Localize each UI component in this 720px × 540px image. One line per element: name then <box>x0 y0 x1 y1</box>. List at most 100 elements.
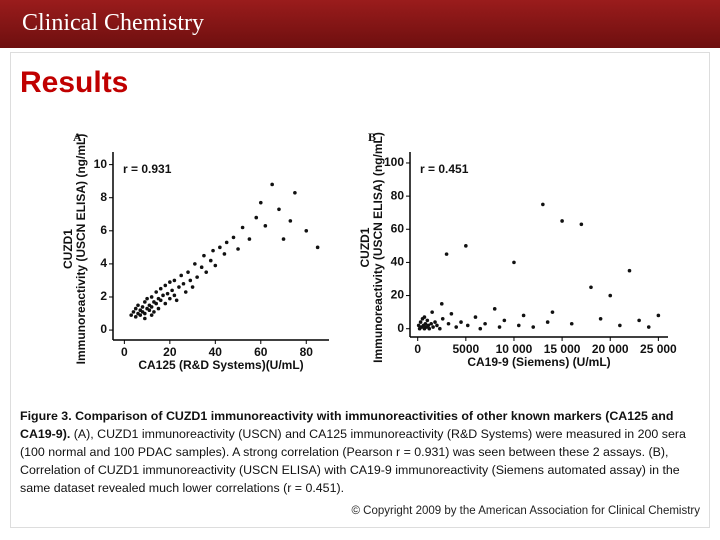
point <box>190 285 195 289</box>
point <box>165 291 170 296</box>
point <box>277 207 281 212</box>
y-tick-label: 0 <box>100 322 107 336</box>
point <box>446 321 451 326</box>
point <box>637 318 641 323</box>
point <box>304 229 309 233</box>
point <box>149 305 154 309</box>
point <box>247 237 252 241</box>
header: Clinical Chemistry <box>0 0 720 48</box>
point <box>133 306 138 311</box>
point <box>138 313 143 317</box>
point <box>464 244 468 248</box>
y-tick-label: 80 <box>391 188 405 202</box>
caption-text: (A), CUZD1 immunoreactivity (USCN) and C… <box>20 427 686 495</box>
point <box>541 202 545 207</box>
point <box>158 298 163 303</box>
point <box>438 326 442 331</box>
x-tick-label: 0 <box>414 342 421 356</box>
point <box>254 215 259 220</box>
point <box>646 325 651 329</box>
point <box>183 290 188 294</box>
point <box>560 219 564 223</box>
point <box>478 326 483 331</box>
point <box>545 320 550 324</box>
point <box>429 321 433 326</box>
point <box>579 222 584 227</box>
point <box>430 310 434 314</box>
point <box>154 290 158 294</box>
y-tick-label: 100 <box>384 155 404 169</box>
annotation: r = 0.451 <box>420 162 469 176</box>
y-tick-label: 0 <box>397 321 404 335</box>
point <box>454 325 459 329</box>
point <box>140 305 145 309</box>
annotation: r = 0.931 <box>123 162 172 176</box>
panel-label: A <box>73 130 82 144</box>
point <box>427 326 432 331</box>
point <box>168 296 172 301</box>
point <box>158 286 163 291</box>
point <box>172 293 177 298</box>
y-tick-label: 2 <box>100 289 107 303</box>
point <box>170 288 174 293</box>
point <box>449 311 454 316</box>
point <box>422 315 427 319</box>
point <box>656 313 661 318</box>
point <box>512 260 516 265</box>
point <box>423 321 428 326</box>
x-tick-label: 5000 <box>452 342 479 356</box>
caption: Figure 3. Comparison of CUZD1 immunoreac… <box>20 407 712 497</box>
point <box>204 270 209 274</box>
point <box>473 315 478 319</box>
point <box>149 295 154 299</box>
point <box>174 298 179 303</box>
point <box>224 240 229 245</box>
caption-title: Figure 3. Comparison of CUZD1 immunoreac… <box>20 409 674 441</box>
point <box>218 245 222 250</box>
point <box>133 315 138 319</box>
y-tick-label: 10 <box>94 157 108 171</box>
point <box>521 313 526 318</box>
point <box>492 307 497 311</box>
point <box>143 300 147 304</box>
y-tick-label: 8 <box>100 190 107 204</box>
point <box>459 320 463 324</box>
header-title: Clinical Chemistry <box>22 10 204 36</box>
point <box>240 225 245 230</box>
x-axis-label: CA125 (R&D Systems)(U/mL) <box>138 358 303 372</box>
point <box>497 325 502 329</box>
point <box>177 285 181 289</box>
point <box>131 310 136 314</box>
y-axis-label: Immunoreactivity (USCN ELISA) (ng/mL) <box>74 134 88 365</box>
point <box>416 323 421 328</box>
point <box>598 316 603 321</box>
point <box>440 316 445 321</box>
point <box>418 320 423 324</box>
x-tick-label: 80 <box>300 345 314 359</box>
point <box>433 320 437 324</box>
point <box>236 247 240 251</box>
x-axis-label: CA19-9 (Siemens) (U/mL) <box>467 355 610 369</box>
point <box>465 323 470 328</box>
point <box>270 182 274 187</box>
y-tick-label: 4 <box>100 256 107 270</box>
point <box>288 219 293 223</box>
point <box>258 200 263 205</box>
point <box>213 263 218 268</box>
point <box>149 313 154 317</box>
point <box>168 280 172 284</box>
point <box>181 281 186 286</box>
y-tick-label: 40 <box>391 255 405 269</box>
figure-background <box>57 130 677 368</box>
point <box>199 265 204 270</box>
point <box>163 301 168 306</box>
point <box>281 237 286 241</box>
point <box>483 321 487 326</box>
x-tick-label: 40 <box>209 345 223 359</box>
point <box>186 270 190 274</box>
point <box>195 275 199 279</box>
point <box>439 302 444 306</box>
point <box>163 283 168 288</box>
point <box>179 273 184 278</box>
